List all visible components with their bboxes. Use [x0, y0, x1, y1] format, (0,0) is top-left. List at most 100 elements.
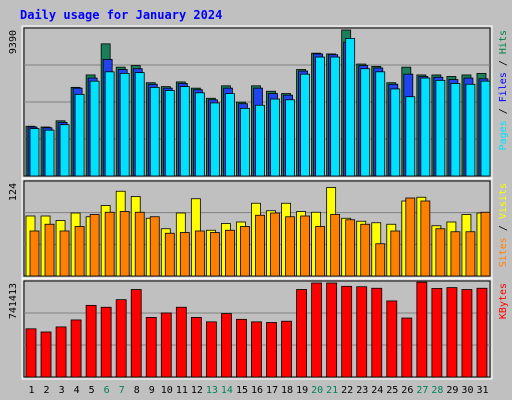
- day-label: 24: [371, 385, 383, 396]
- bar-pages-day-7: [119, 72, 130, 177]
- series-label-separator: /: [498, 54, 509, 72]
- bar-sites-day-29: [450, 231, 461, 277]
- bar-kbytes-day-6: [100, 306, 112, 378]
- bar-pages-day-15: [240, 107, 250, 177]
- bar-pages-day-8: [134, 72, 145, 177]
- bar-pages-day-11: [179, 86, 190, 177]
- bar-sites-day-8: [134, 211, 145, 277]
- bar-kbytes-day-15: [236, 318, 247, 378]
- panel-kbytes: 741413 KBytes: [8, 278, 509, 380]
- panel-hits-files-pages: 9390 Pages / Files / Hits: [8, 25, 509, 179]
- bar-pages-day-5: [89, 80, 100, 177]
- bar-pages-day-3: [59, 124, 70, 177]
- bar-kbytes-day-5: [85, 304, 97, 378]
- day-label: 18: [281, 385, 293, 396]
- bar-pages-day-21: [330, 56, 341, 177]
- bar-kbytes-day-16: [251, 321, 262, 378]
- bar-kbytes-day-27: [416, 281, 428, 378]
- bar-kbytes-day-13: [205, 321, 217, 378]
- day-label: 25: [386, 385, 398, 396]
- series-label-separator: /: [498, 219, 509, 237]
- day-label: 30: [461, 385, 473, 396]
- day-label: 29: [446, 385, 458, 396]
- bar-sites-day-4: [74, 226, 85, 277]
- day-label: 1: [29, 385, 35, 396]
- bar-sites-day-16: [255, 214, 265, 277]
- bar-sites-day-24: [375, 243, 386, 277]
- panel-frame-light: [21, 25, 493, 179]
- bar-pages-day-24: [375, 71, 386, 177]
- bar-kbytes-day-19: [296, 289, 307, 378]
- bar-sites-day-13: [209, 232, 220, 277]
- day-label: 4: [74, 385, 80, 396]
- bar-pages-day-28: [435, 79, 446, 177]
- bar-pages-day-12: [194, 92, 205, 177]
- bar-kbytes-day-4: [70, 319, 82, 378]
- bar-pages-day-14: [225, 93, 235, 177]
- bar-sites-day-28: [435, 228, 446, 277]
- bar-sites-day-21: [330, 214, 341, 277]
- bar-sites-day-3: [59, 230, 70, 277]
- chart-title: Daily usage for January 2024: [20, 8, 222, 22]
- bar-sites-day-20: [315, 226, 326, 277]
- panel-series-label: Pages / Files / Hits: [498, 30, 509, 150]
- bar-sites-day-14: [225, 229, 235, 277]
- bar-sites-day-23: [360, 223, 371, 277]
- panel-frame-light: [21, 178, 493, 279]
- bar-pages-day-18: [285, 99, 295, 177]
- bar-pages-day-29: [450, 83, 461, 177]
- bar-kbytes-day-28: [431, 288, 443, 378]
- bar-kbytes-day-2: [40, 331, 52, 378]
- series-label-sites: Sites: [498, 237, 509, 267]
- bar-pages-day-10: [164, 90, 175, 177]
- bar-kbytes-day-26: [401, 317, 413, 378]
- bar-pages-day-2: [44, 129, 55, 177]
- bar-sites-day-9: [149, 216, 160, 277]
- day-label: 3: [59, 385, 65, 396]
- day-label: 2: [44, 385, 50, 396]
- bar-kbytes-day-10: [160, 312, 172, 378]
- panel-series-label: Sites / Visits: [498, 183, 509, 267]
- day-label: 9: [149, 385, 155, 396]
- bar-kbytes-day-30: [461, 289, 473, 378]
- bar-sites-day-15: [240, 226, 250, 277]
- day-label: 27: [416, 385, 428, 396]
- bar-kbytes-day-29: [446, 287, 458, 378]
- bar-pages-day-27: [420, 77, 431, 177]
- bar-sites-day-26: [405, 197, 416, 277]
- bar-sites-day-17: [270, 212, 280, 277]
- chart-panels: 9390 Pages / Files / Hits 124 Sites / Visit…: [8, 25, 509, 380]
- series-label-files: Files: [498, 72, 509, 102]
- bar-kbytes-day-9: [145, 317, 157, 378]
- bar-pages-day-19: [300, 73, 310, 177]
- day-label: 11: [176, 385, 188, 396]
- bar-pages-day-16: [255, 104, 265, 177]
- panel-max-label: 124: [8, 183, 19, 201]
- day-label: 7: [119, 385, 125, 396]
- day-label: 31: [476, 385, 488, 396]
- bar-sites-day-19: [300, 215, 310, 277]
- bar-pages-day-6: [104, 71, 115, 177]
- day-label: 17: [266, 385, 278, 396]
- bar-kbytes-day-8: [130, 289, 142, 378]
- bar-sites-day-25: [390, 230, 401, 277]
- day-label: 16: [251, 385, 263, 396]
- bar-kbytes-day-12: [190, 317, 202, 378]
- panel-frame-light: [21, 278, 493, 380]
- bar-kbytes-day-3: [55, 326, 67, 378]
- bar-kbytes-day-1: [25, 328, 37, 378]
- day-label: 15: [236, 385, 248, 396]
- panel-max-label: 741413: [8, 283, 19, 319]
- day-label: 22: [341, 385, 353, 396]
- day-label: 12: [191, 385, 203, 396]
- bar-kbytes-day-14: [221, 313, 232, 378]
- panel-max-label: 9390: [8, 30, 19, 54]
- bar-pages-day-25: [390, 88, 401, 177]
- bar-pages-day-31: [480, 80, 491, 177]
- panel-visits-sites: 124 Sites / Visits: [8, 178, 509, 279]
- bar-kbytes-day-22: [341, 285, 353, 378]
- bar-kbytes-day-31: [476, 287, 488, 378]
- day-label: 8: [134, 385, 140, 396]
- bar-kbytes-day-24: [371, 287, 383, 378]
